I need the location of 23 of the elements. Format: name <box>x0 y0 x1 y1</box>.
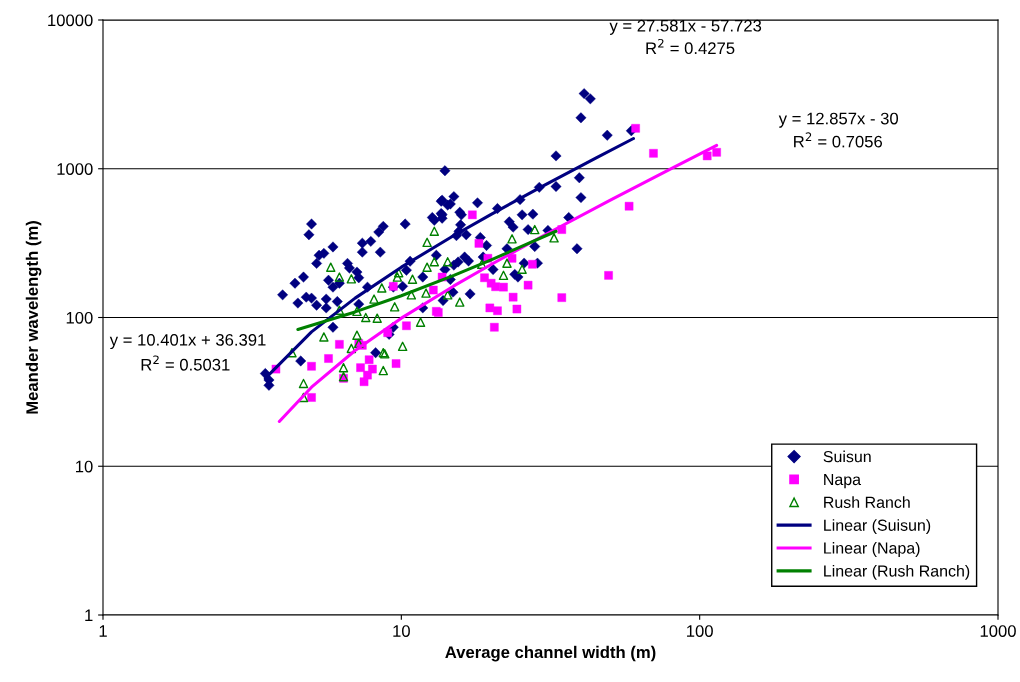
annotation: y = 27.581x - 57.723 <box>609 19 762 35</box>
x-axis-title: Average channel width (m) <box>445 645 656 662</box>
annotation: R$^{2}$ = 0.7056 <box>794 132 883 148</box>
legend-label: Suisun <box>823 450 871 463</box>
annotation: R$^{2}$ = 0.4275 <box>646 38 735 55</box>
y-tick-label: 10 <box>76 460 93 473</box>
legend-label: Napa <box>824 474 862 489</box>
legend-label: Linear (Napa) <box>824 542 920 557</box>
x-tick-label: 10 <box>393 625 410 637</box>
legend-label: Linear (Suisun) <box>824 519 931 535</box>
y-tick-label: 100 <box>66 311 93 324</box>
annotation: R$^{2}$ = 0.5031 <box>141 355 230 371</box>
x-tick-label: 1 <box>99 625 107 637</box>
y-tick-label: 1 <box>85 609 93 622</box>
y-tick-label: 10000 <box>48 14 93 27</box>
x-tick-label: 100 <box>687 625 713 637</box>
legend-label: Rush Ranch <box>824 496 910 509</box>
annotation: y = 12.857x - 30 <box>778 112 899 128</box>
legend-label: Linear (Rush Ranch) <box>824 564 970 580</box>
y-tick-label: 1000 <box>57 163 93 175</box>
annotation: y = 10.401x + 36.391 <box>109 333 266 350</box>
x-tick-label: 1000 <box>980 625 1016 637</box>
y-axis-title: Meander wavelength (m) <box>25 221 42 414</box>
